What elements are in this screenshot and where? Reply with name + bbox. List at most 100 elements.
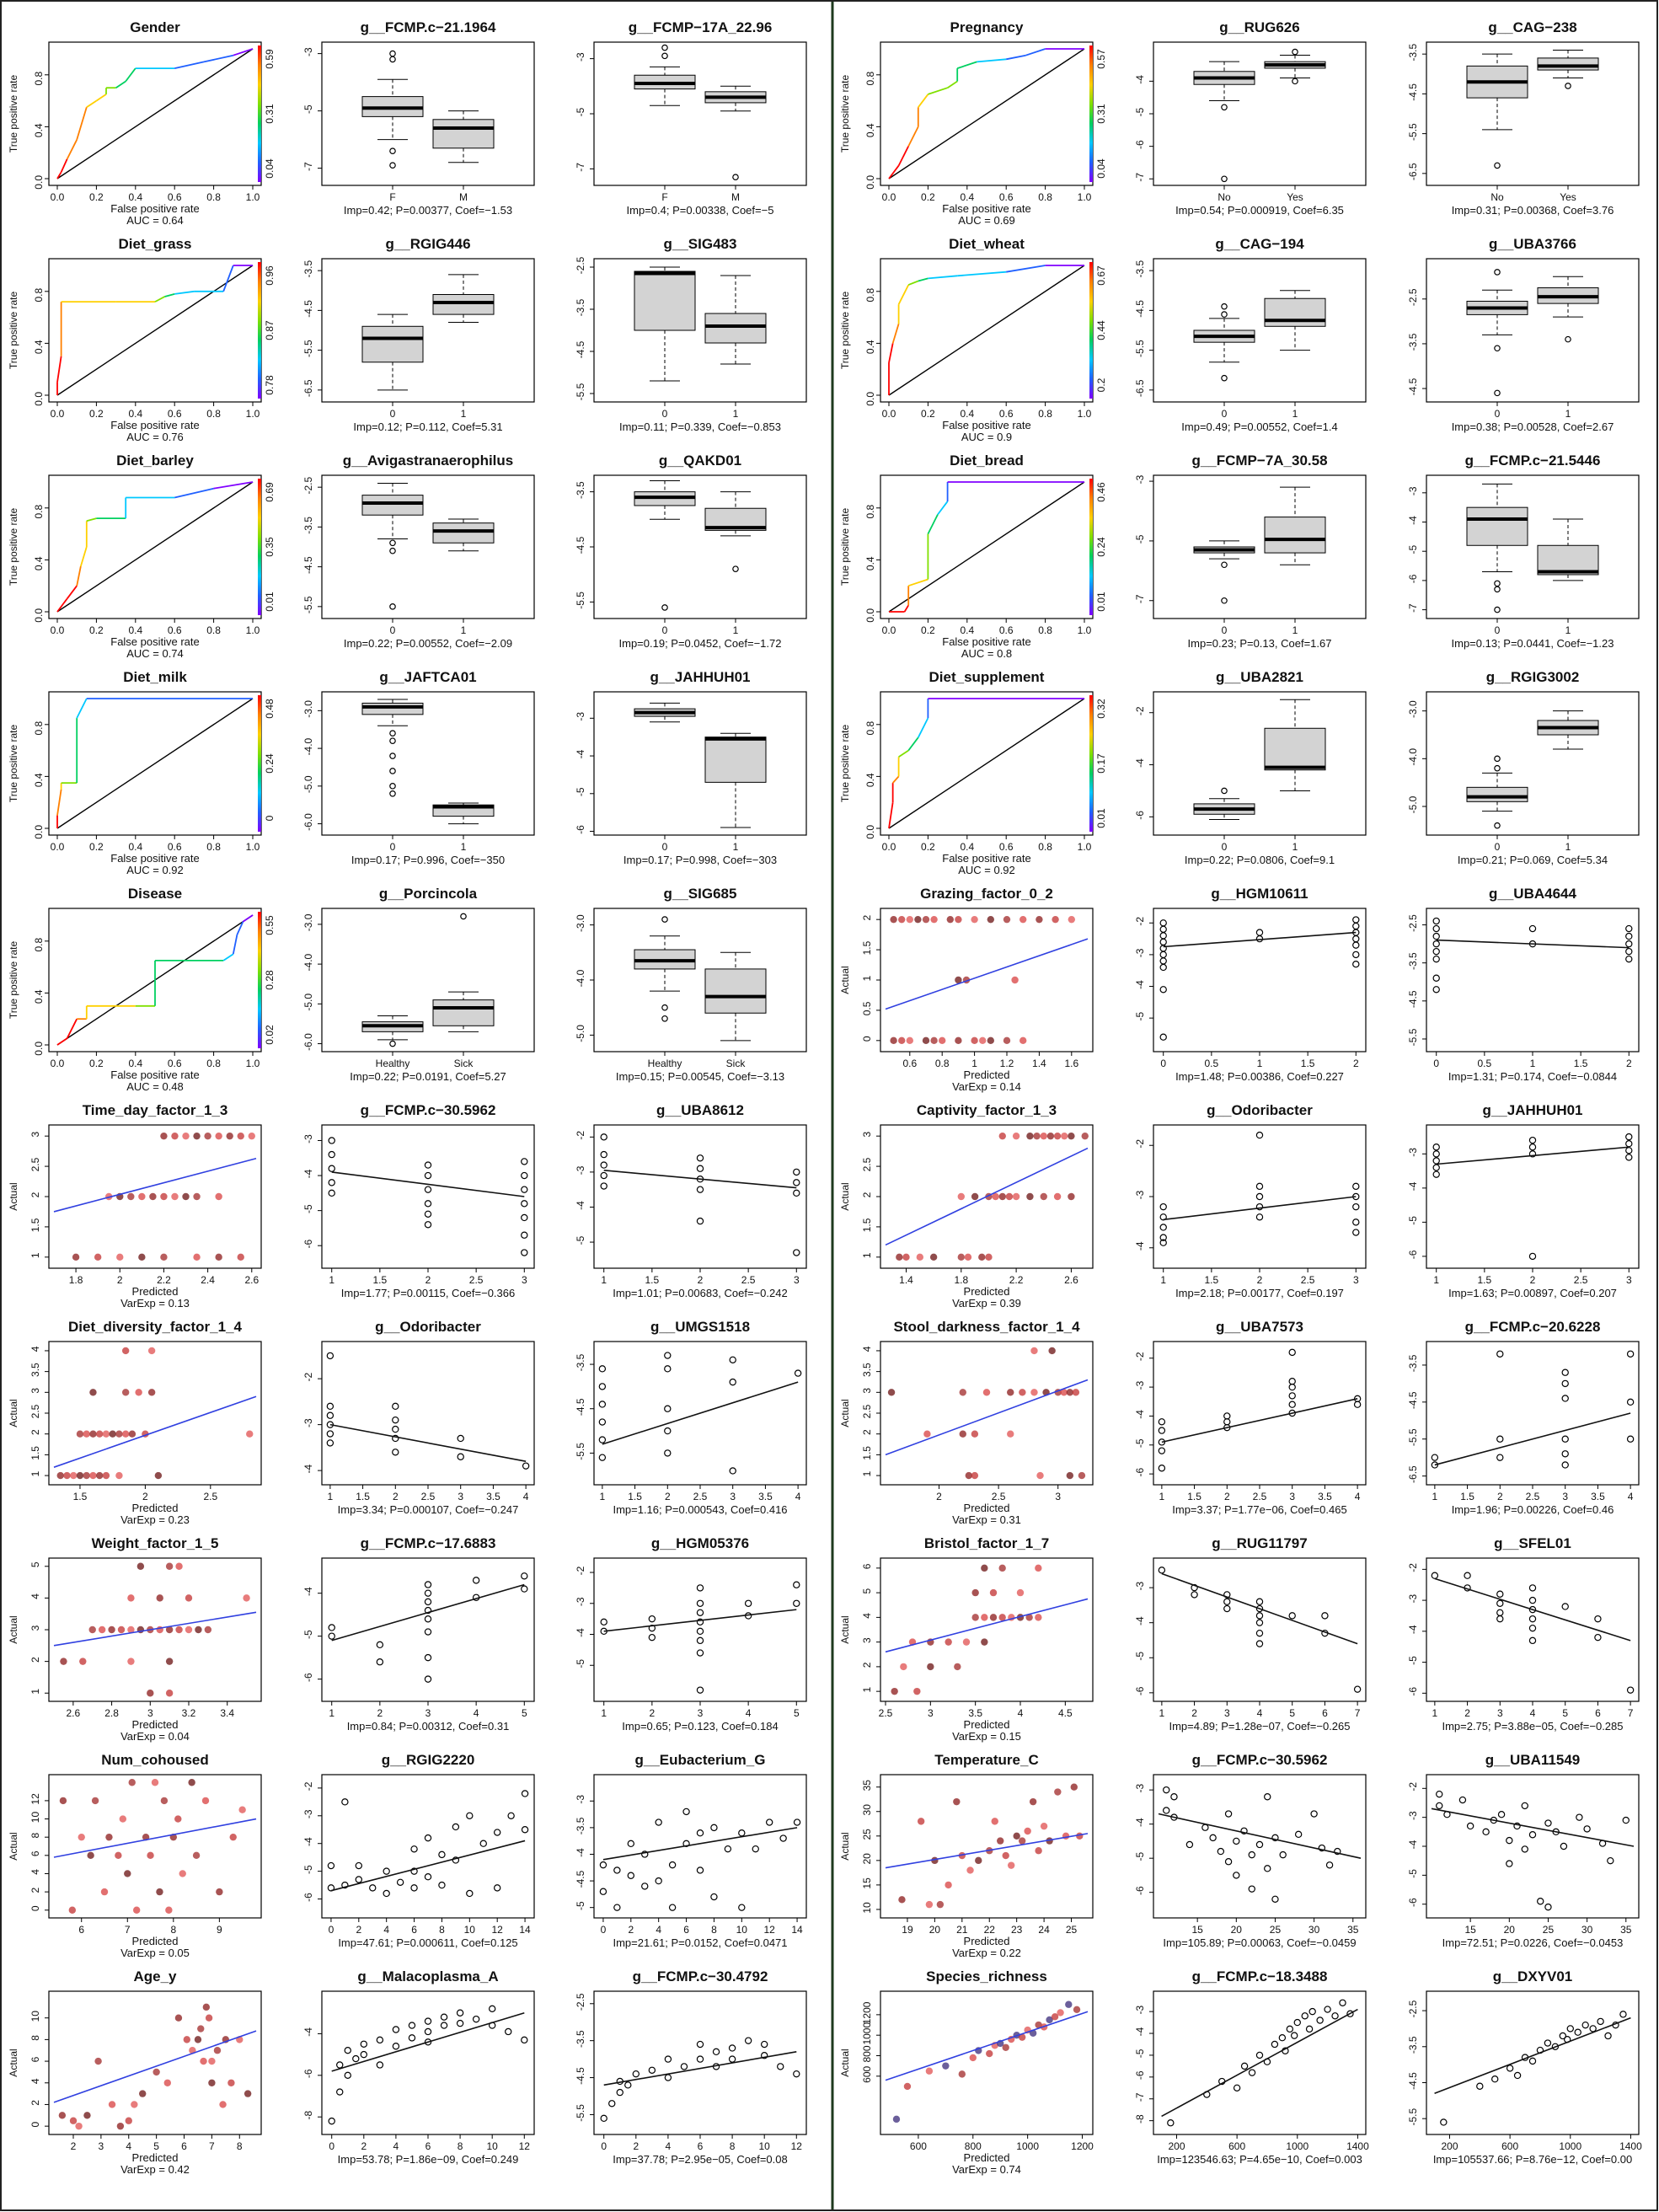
box-iqr — [1264, 727, 1326, 771]
data-point — [1070, 1783, 1078, 1791]
colorbar-tick-label: 0.04 — [1095, 158, 1107, 179]
y-tick-label: 0.4 — [864, 123, 876, 137]
roc-curve-segment — [957, 270, 1007, 277]
fit-line — [1434, 2017, 1631, 2095]
plot-frame — [1426, 1774, 1640, 1919]
data-point — [744, 1599, 752, 1607]
data-point — [997, 1837, 1004, 1845]
data-point — [116, 2122, 125, 2130]
x-tick-label: 0 — [601, 1924, 607, 1936]
data-point — [457, 1453, 464, 1460]
outlier-point — [1494, 822, 1501, 829]
roc-curve-segment — [888, 802, 894, 829]
data-point — [1432, 932, 1440, 940]
x-tick-label: 1 — [1257, 1058, 1263, 1069]
data-point — [1352, 1182, 1360, 1191]
y-tick-label: -4.5 — [302, 556, 314, 574]
x-axis-label: Predicted — [132, 1502, 179, 1514]
x-tick-label: 0 — [390, 408, 396, 420]
x-tick-label: 6 — [411, 1924, 417, 1936]
y-tick-label: 0 — [29, 2121, 41, 2127]
data-point — [165, 1658, 174, 1665]
data-point — [521, 1200, 528, 1208]
data-point — [668, 1904, 677, 1911]
data-point — [1035, 1847, 1042, 1855]
data-point — [1305, 2025, 1314, 2033]
data-point — [369, 1884, 377, 1892]
data-point — [208, 2057, 216, 2065]
data-point — [729, 1356, 736, 1364]
y-tick-label: 600 — [861, 2065, 873, 2082]
chart-title: g__JAHHUH01 — [650, 669, 750, 685]
y-tick-label: 0.4 — [33, 989, 45, 1004]
data-point — [1223, 1598, 1231, 1605]
colorbar-tick-label: 0.78 — [264, 375, 276, 395]
roc-curve-segment — [891, 775, 900, 784]
data-point — [1288, 1401, 1296, 1408]
data-point — [410, 1867, 418, 1875]
data-point — [765, 1818, 773, 1826]
x-tick-label: M — [731, 191, 740, 203]
y-tick-label: -7 — [1134, 2092, 1146, 2102]
data-point — [1029, 1797, 1037, 1806]
data-point — [696, 1154, 704, 1162]
x-tick-label: 1.0 — [1078, 624, 1092, 636]
y-tick-label: -6 — [302, 2069, 314, 2078]
data-point — [1081, 1132, 1089, 1140]
outlier-point — [661, 52, 668, 60]
data-point — [600, 1161, 607, 1169]
data-point — [664, 1365, 672, 1373]
x-tick-label: 0.2 — [921, 841, 935, 853]
plot-frame — [48, 1341, 262, 1486]
fit-line — [1161, 2008, 1358, 2118]
x-axis-label: Predicted — [964, 1285, 1010, 1298]
data-point — [219, 2101, 227, 2108]
plot-frame — [321, 1774, 535, 1919]
y-tick-label: -6 — [302, 1893, 314, 1902]
data-point — [1290, 2032, 1298, 2039]
box-iqr — [1537, 57, 1599, 71]
data-point — [959, 1430, 966, 1438]
chart-title: g__FCMP.c−30.5962 — [1192, 1752, 1328, 1768]
roc-curve-segment — [76, 107, 88, 141]
fit-line — [603, 1170, 797, 1189]
data-point — [955, 1036, 962, 1045]
data-point — [1209, 1834, 1217, 1842]
data-point — [246, 1430, 254, 1438]
data-point — [1626, 1435, 1635, 1443]
outlier-point — [1292, 48, 1298, 56]
y-tick-label: -4 — [575, 1628, 586, 1637]
y-tick-label: 1000 — [861, 2022, 873, 2045]
x-tick-label: 4 — [746, 1707, 752, 1719]
data-point — [1458, 1796, 1467, 1804]
box-iqr — [432, 999, 495, 1026]
data-point — [424, 1606, 432, 1615]
roc-curve-segment — [233, 48, 254, 56]
x-tick-label: 1.5 — [373, 1274, 388, 1286]
y-tick-label: -4 — [1407, 1181, 1419, 1191]
data-point — [216, 1888, 223, 1896]
y-tick-label: 1 — [861, 1470, 873, 1476]
stats-footer: Imp=53.78; P=1.86e−09, Coef=0.249 — [338, 2153, 519, 2166]
data-point — [1513, 2071, 1522, 2080]
x-tick-label: 2.5 — [693, 1491, 708, 1502]
outlier-point — [389, 783, 396, 790]
outlier-point — [1565, 83, 1571, 89]
x-tick-label: 0.5 — [1478, 1058, 1492, 1069]
x-tick-label: 35 — [1620, 1924, 1632, 1936]
x-axis-label: False positive rate — [110, 202, 200, 215]
data-point — [1625, 932, 1633, 940]
x-tick-label: 1.5 — [628, 1491, 642, 1502]
data-point — [902, 1253, 910, 1261]
diagonal-line — [56, 698, 254, 829]
data-point — [1432, 917, 1440, 925]
data-point — [887, 1389, 896, 1396]
data-point — [598, 1383, 607, 1390]
y-tick-label: 1200 — [861, 2001, 873, 2024]
outlier-point — [389, 162, 396, 169]
data-point — [376, 2061, 384, 2069]
chart-title: Pregnancy — [950, 19, 1024, 35]
